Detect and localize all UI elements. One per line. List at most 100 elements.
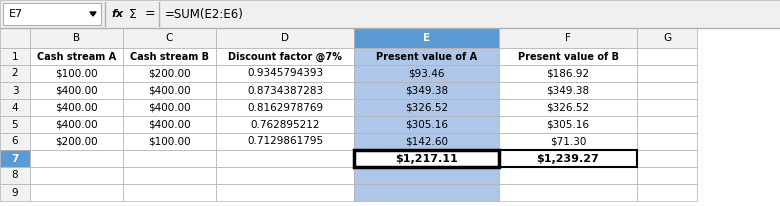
Bar	[499, 133, 637, 150]
Text: Discount factor @7%: Discount factor @7%	[228, 51, 342, 62]
Bar	[123, 133, 216, 150]
Bar	[216, 133, 354, 150]
Text: 6: 6	[12, 137, 18, 146]
Bar	[354, 82, 499, 99]
Text: 0.762895212: 0.762895212	[250, 119, 320, 130]
Text: 2: 2	[12, 69, 18, 78]
Text: E7: E7	[9, 9, 23, 19]
Text: $326.52: $326.52	[405, 103, 448, 112]
Text: $93.46: $93.46	[408, 69, 445, 78]
Bar	[499, 167, 637, 184]
Bar	[123, 99, 216, 116]
Bar	[30, 116, 123, 133]
Bar	[637, 167, 697, 184]
Bar	[0, 48, 30, 65]
Bar	[637, 116, 697, 133]
Bar	[499, 65, 637, 82]
Bar	[354, 48, 499, 65]
Text: 7: 7	[12, 153, 19, 164]
Bar	[637, 99, 697, 116]
Bar	[354, 28, 499, 48]
Bar	[0, 0, 780, 28]
Bar	[637, 150, 697, 167]
Text: $400.00: $400.00	[55, 119, 98, 130]
Text: 1: 1	[12, 52, 18, 62]
Bar	[499, 99, 637, 116]
Bar	[0, 184, 30, 201]
Bar	[354, 167, 499, 184]
Bar	[354, 150, 499, 167]
Text: 0.8734387283: 0.8734387283	[247, 85, 323, 96]
Text: $400.00: $400.00	[55, 85, 98, 96]
Text: =SUM(E2:E6): =SUM(E2:E6)	[165, 7, 244, 21]
Bar	[123, 28, 216, 48]
Bar	[216, 82, 354, 99]
Bar	[637, 48, 697, 65]
Bar	[0, 133, 30, 150]
Bar	[0, 99, 30, 116]
Bar	[216, 28, 354, 48]
Text: Σ: Σ	[129, 7, 136, 21]
Bar	[637, 65, 697, 82]
Bar	[637, 28, 697, 48]
Bar	[30, 133, 123, 150]
Bar	[216, 184, 354, 201]
Text: $200.00: $200.00	[55, 137, 98, 146]
Text: C: C	[166, 33, 173, 43]
Text: $1,239.27: $1,239.27	[537, 153, 599, 164]
Bar	[0, 167, 30, 184]
Bar	[30, 167, 123, 184]
Text: $305.16: $305.16	[547, 119, 590, 130]
Text: $100.00: $100.00	[55, 69, 98, 78]
Bar	[0, 28, 30, 48]
Bar	[30, 99, 123, 116]
Text: fx: fx	[111, 9, 123, 19]
Bar	[499, 150, 637, 167]
Bar	[499, 150, 637, 167]
Text: 0.8162978769: 0.8162978769	[247, 103, 323, 112]
Text: $100.00: $100.00	[148, 137, 191, 146]
Bar	[0, 65, 30, 82]
Bar	[123, 48, 216, 65]
Bar	[30, 48, 123, 65]
Text: $400.00: $400.00	[148, 119, 191, 130]
Text: E: E	[423, 33, 430, 43]
Text: 0.9345794393: 0.9345794393	[247, 69, 323, 78]
Bar	[0, 82, 30, 99]
Bar	[499, 116, 637, 133]
Text: Present value of B: Present value of B	[517, 52, 619, 62]
Bar	[499, 184, 637, 201]
Bar	[499, 48, 637, 65]
Bar	[216, 116, 354, 133]
Text: B: B	[73, 33, 80, 43]
Bar	[0, 116, 30, 133]
Text: Cash stream B: Cash stream B	[130, 52, 209, 62]
Text: $200.00: $200.00	[148, 69, 191, 78]
Bar	[30, 184, 123, 201]
Bar	[123, 82, 216, 99]
Text: $400.00: $400.00	[55, 103, 98, 112]
Text: 9: 9	[12, 187, 18, 198]
Bar	[637, 184, 697, 201]
Bar	[3, 3, 101, 25]
Bar	[499, 82, 637, 99]
Bar	[123, 65, 216, 82]
Bar	[354, 184, 499, 201]
Text: 8: 8	[12, 171, 18, 180]
Bar	[123, 116, 216, 133]
Text: F: F	[565, 33, 571, 43]
Bar	[354, 65, 499, 82]
Bar	[354, 133, 499, 150]
Text: 3: 3	[12, 85, 18, 96]
Text: Cash stream A: Cash stream A	[37, 52, 116, 62]
Text: 0.7129861795: 0.7129861795	[247, 137, 323, 146]
Text: $400.00: $400.00	[148, 85, 191, 96]
Bar	[30, 150, 123, 167]
Text: G: G	[663, 33, 671, 43]
Text: $71.30: $71.30	[550, 137, 587, 146]
Bar	[216, 167, 354, 184]
Bar	[0, 150, 30, 167]
Text: $186.92: $186.92	[547, 69, 590, 78]
Bar	[354, 150, 499, 167]
Bar	[216, 99, 354, 116]
